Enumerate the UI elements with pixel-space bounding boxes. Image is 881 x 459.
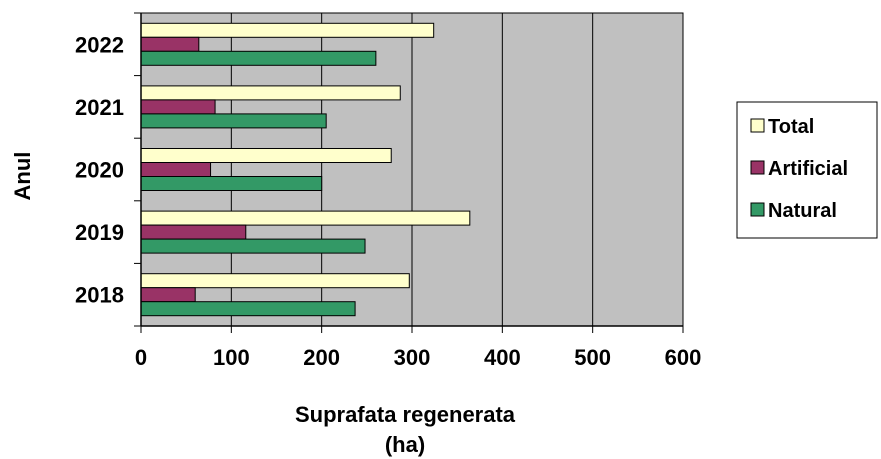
bar-natural-2021: [140, 113, 327, 129]
x-tick-label-0: 0: [135, 345, 147, 370]
x-tick-label-400: 400: [484, 345, 521, 370]
bars: [140, 22, 471, 317]
legend-swatch-natural: [750, 202, 765, 217]
legend-label-natural: Natural: [768, 200, 837, 222]
bar-artificial-2019: [140, 224, 247, 240]
x-tick-label-200: 200: [303, 345, 340, 370]
axes: [134, 12, 684, 333]
bar-artificial-2022: [140, 36, 200, 52]
legend-swatch-total: [750, 118, 765, 133]
x-axis-title-line1: Suprafata regenerata: [295, 402, 516, 427]
bar-total-2021: [140, 85, 401, 101]
y-tick-label-2021: 2021: [75, 95, 124, 120]
bar-natural-2019: [140, 238, 366, 254]
y-tick-label-2019: 2019: [75, 220, 124, 245]
bar-natural-2018: [140, 301, 356, 317]
x-tick-label-600: 600: [665, 345, 702, 370]
legend-label-artificial: Artificial: [768, 158, 848, 180]
bar-natural-2022: [140, 50, 377, 66]
x-tick-label-100: 100: [213, 345, 250, 370]
bar-natural-2020: [140, 176, 323, 191]
bar-total-2019: [140, 210, 471, 226]
bar-artificial-2020: [140, 162, 212, 177]
y-tick-labels: 2018 2019 2020 2021 2022: [75, 32, 124, 307]
legend-swatch-artificial: [750, 160, 765, 175]
x-tick-labels: 0 100 200 300 400 500 600: [135, 345, 701, 370]
bar-artificial-2021: [140, 99, 216, 115]
bar-total-2020: [140, 148, 392, 163]
x-tick-label-500: 500: [574, 345, 611, 370]
bar-artificial-2018: [140, 287, 196, 303]
legend: Total Artificial Natural: [736, 101, 878, 239]
y-axis-title: Anul: [10, 152, 35, 201]
legend-label-total: Total: [768, 116, 814, 138]
y-tick-label-2022: 2022: [75, 32, 124, 57]
x-tick-label-300: 300: [394, 345, 431, 370]
x-axis-title-line2: (ha): [385, 432, 425, 457]
bar-total-2022: [140, 22, 435, 38]
bar-total-2018: [140, 273, 410, 289]
y-tick-label-2020: 2020: [75, 158, 124, 183]
y-tick-label-2018: 2018: [75, 283, 124, 308]
